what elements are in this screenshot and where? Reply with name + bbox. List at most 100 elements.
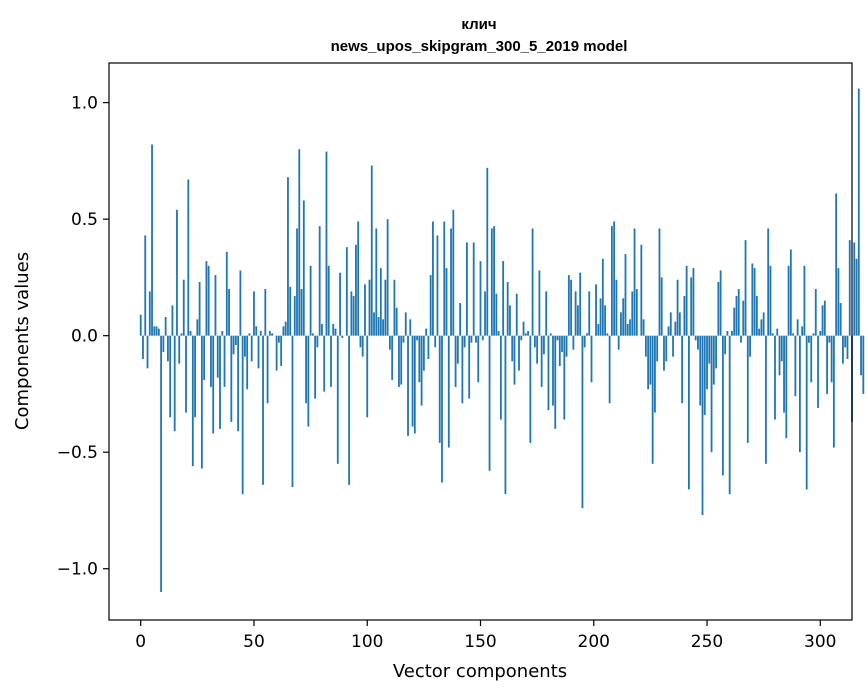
bar-204 [601, 258, 604, 336]
bar-272 [755, 296, 758, 336]
bar-133 [441, 335, 443, 483]
bar-164 [511, 335, 514, 362]
bar-71 [300, 289, 303, 336]
bar-258 [724, 335, 727, 355]
bar-126 [425, 328, 428, 336]
chart-title: клич [461, 16, 496, 33]
bar-201 [595, 284, 597, 336]
bar-43 [237, 335, 240, 432]
bar-173 [531, 228, 534, 336]
bar-150 [479, 261, 482, 336]
bar-287 [789, 249, 792, 336]
bar-223 [644, 335, 647, 357]
bar-86 [334, 328, 337, 336]
bar-127 [427, 335, 430, 359]
bar-22 [189, 331, 192, 336]
bar-143 [463, 335, 466, 348]
bar-253 [712, 335, 715, 385]
bar-74 [307, 335, 310, 427]
bar-142 [461, 335, 464, 404]
bar-242 [688, 335, 690, 490]
bar-42 [234, 335, 237, 345]
bar-120 [411, 335, 414, 427]
bar-205 [604, 305, 606, 336]
bar-230 [660, 277, 663, 336]
y-tick-label: 0.0 [71, 327, 98, 347]
bar-103 [373, 312, 375, 336]
bar-89 [341, 335, 344, 338]
bar-312 [846, 335, 849, 359]
bar-254 [715, 335, 717, 369]
bar-226 [651, 335, 654, 464]
bar-202 [597, 324, 600, 336]
y-tick-label: −0.5 [57, 443, 98, 463]
bar-186 [561, 335, 563, 352]
bar-114 [398, 335, 400, 387]
bar-135 [445, 268, 448, 336]
bar-27 [200, 335, 203, 469]
bar-252 [710, 335, 713, 453]
bar-2 [144, 235, 147, 336]
y-tick-label: −1.0 [57, 560, 98, 580]
bar-232 [665, 335, 668, 362]
bar-6 [153, 326, 156, 336]
bar-194 [579, 272, 582, 336]
bar-260 [728, 335, 731, 495]
bar-225 [649, 335, 652, 385]
bar-121 [413, 335, 416, 434]
bar-247 [699, 335, 702, 406]
bar-176 [538, 270, 541, 336]
bar-222 [642, 319, 645, 336]
bar-61 [277, 335, 280, 343]
bar-221 [640, 244, 643, 336]
bar-96 [357, 221, 360, 336]
bar-112 [393, 279, 396, 336]
bar-56 [266, 335, 269, 404]
bar-38 [225, 251, 228, 336]
bar-308 [837, 268, 840, 336]
bar-298 [814, 289, 817, 336]
bar-305 [830, 335, 833, 383]
bar-307 [835, 193, 838, 336]
chart-subtitle: news_upos_skipgram_300_5_2019 model [331, 38, 628, 55]
bar-295 [808, 335, 810, 343]
bar-162 [506, 282, 509, 336]
bar-123 [418, 335, 421, 383]
bar-81 [323, 335, 326, 392]
x-tick-label: 300 [804, 632, 836, 652]
bar-261 [731, 331, 733, 336]
x-tick-label: 50 [243, 632, 265, 652]
bar-113 [395, 307, 398, 336]
bar-12 [166, 335, 169, 362]
bar-195 [581, 335, 584, 509]
bar-290 [796, 319, 799, 336]
bar-279 [771, 333, 774, 336]
bar-21 [187, 179, 190, 336]
bar-40 [230, 335, 233, 422]
bar-235 [672, 335, 674, 357]
bar-18 [180, 333, 183, 336]
bar-297 [812, 333, 815, 336]
bar-229 [658, 228, 661, 336]
bar-55 [264, 289, 267, 336]
bar-76 [311, 333, 314, 336]
bar-101 [368, 279, 371, 336]
bar-111 [391, 335, 394, 380]
y-tick-label: 1.0 [71, 94, 98, 114]
bar-170 [524, 333, 527, 336]
bar-183 [554, 335, 557, 429]
bar-203 [599, 298, 602, 336]
bar-146 [470, 335, 473, 343]
bar-144 [466, 242, 468, 336]
bar-24 [194, 335, 196, 418]
bar-228 [656, 335, 659, 362]
x-tick-label: 150 [464, 632, 496, 652]
bar-196 [583, 335, 586, 348]
bar-156 [493, 226, 495, 336]
x-tick-label: 200 [578, 632, 610, 652]
bar-138 [452, 209, 455, 336]
bar-169 [522, 321, 525, 336]
bar-79 [318, 226, 321, 336]
bar-227 [654, 335, 656, 413]
